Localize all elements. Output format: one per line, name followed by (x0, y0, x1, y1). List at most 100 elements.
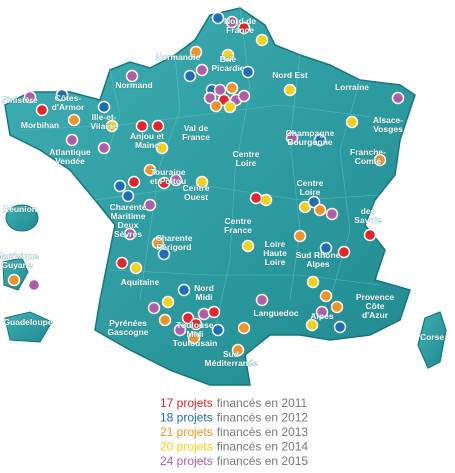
region-label: France (224, 225, 252, 235)
legend-text: financés en 2011 (217, 396, 308, 410)
legend-count: 17 projets (160, 396, 213, 410)
project-dot (143, 198, 157, 212)
project-dot (237, 89, 251, 103)
region-label: des (361, 206, 376, 216)
project-dot (306, 275, 320, 289)
project-dot (391, 91, 405, 105)
project-dot (313, 133, 327, 147)
project-dot (241, 65, 255, 79)
region-label: Lorraine (335, 82, 369, 92)
project-dot (65, 133, 79, 147)
region-label: Normandie (156, 52, 201, 62)
legend-text: financés en 2013 (217, 425, 309, 439)
region-label: et Poitou (150, 176, 186, 186)
region-label: Comté (355, 156, 382, 166)
legend-text: financés en 2012 (217, 411, 309, 425)
project-dot (157, 176, 171, 190)
region-label: Ouest (184, 192, 208, 202)
legend-count: 21 projets (160, 425, 213, 439)
legend-count: 20 projets (160, 440, 213, 454)
project-dot (67, 113, 81, 127)
region-label: Charente (156, 233, 193, 243)
region-label: Anjou et (130, 131, 164, 141)
region-label: Brie (220, 54, 237, 64)
project-dot (157, 247, 171, 261)
region-label: Nord de (224, 16, 256, 26)
project-dots (7, 11, 405, 357)
region-label: Gascogne (107, 327, 148, 337)
region-label: Toulousain (173, 338, 218, 348)
region-label: Périgord (157, 242, 192, 252)
project-dot (195, 63, 209, 77)
project-dot (125, 69, 139, 83)
region-label: Languedoc (253, 308, 299, 318)
region-label: Normand (115, 80, 152, 90)
project-dot (7, 273, 21, 287)
project-dot (105, 119, 119, 133)
region-label: Martinique (0, 251, 39, 261)
region-borders (19, 7, 396, 331)
region-label: Champagne (286, 128, 335, 138)
region-label: Côtes- (55, 93, 82, 103)
legend-count: 18 projets (160, 411, 213, 425)
region-label: Bourgogne (287, 137, 333, 147)
project-dot (27, 278, 41, 292)
project-dot (207, 305, 221, 319)
region-label: Sud (223, 349, 239, 359)
project-dot (97, 141, 111, 155)
project-dot (325, 207, 339, 221)
legend-entry: 17 projets financés en 2011 (160, 396, 308, 410)
project-dot (147, 301, 161, 315)
region-label: Charente (110, 202, 147, 212)
region-label: Nord Est (272, 70, 308, 80)
legend-count: 24 projets (160, 454, 213, 468)
project-dot (151, 119, 165, 133)
region-label: France (182, 132, 210, 142)
project-dot (55, 88, 69, 102)
region-label: Savoie (354, 215, 382, 225)
project-dot (373, 153, 387, 167)
project-dot (135, 119, 149, 133)
project-dot (237, 321, 251, 335)
region-label: Centre (183, 183, 210, 193)
region-label: Sud Rhône (296, 250, 341, 260)
region-label: Centre (233, 149, 260, 159)
project-dot (155, 141, 169, 155)
project-dot (363, 228, 377, 242)
region-label: Centre (225, 216, 252, 226)
project-dot (313, 203, 327, 217)
region-label: Maritime (111, 211, 146, 221)
region-label: Finistère (2, 95, 38, 105)
region-label: Provence (356, 292, 395, 302)
region-label: Méditerranée (205, 358, 258, 368)
region-label: Vosges (373, 124, 403, 134)
region-label: Centre (297, 178, 324, 188)
region-label: Vilaine (90, 121, 118, 131)
project-dot (169, 173, 183, 187)
project-dot (195, 175, 209, 189)
region-label: Vendée (55, 156, 85, 166)
legend-entry: 24 projets financés en 2015 (160, 454, 308, 468)
region-label: Pyrénées (109, 318, 147, 328)
region-label: Midi (187, 329, 204, 339)
region-label: Haute (263, 248, 287, 258)
project-dot (177, 283, 191, 297)
region-label: Alsace- (373, 115, 403, 125)
project-dot (183, 69, 197, 83)
region-label: Toulouse (176, 320, 213, 330)
project-dot (223, 100, 237, 114)
region-label: Loire (265, 239, 286, 249)
region-label: Touraine (150, 167, 186, 177)
project-dot (337, 245, 351, 259)
project-dot (237, 21, 251, 35)
region-label: Atlantique (49, 147, 91, 157)
project-dot (330, 300, 344, 314)
reunion (5, 204, 39, 232)
region-label: Côte (366, 301, 385, 311)
legend-entry: 20 projets financés en 2014 (160, 440, 308, 454)
region-label: Franche- (350, 147, 386, 157)
legend-text: financés en 2015 (217, 454, 309, 468)
project-dot (231, 343, 245, 357)
project-dot (285, 131, 299, 145)
